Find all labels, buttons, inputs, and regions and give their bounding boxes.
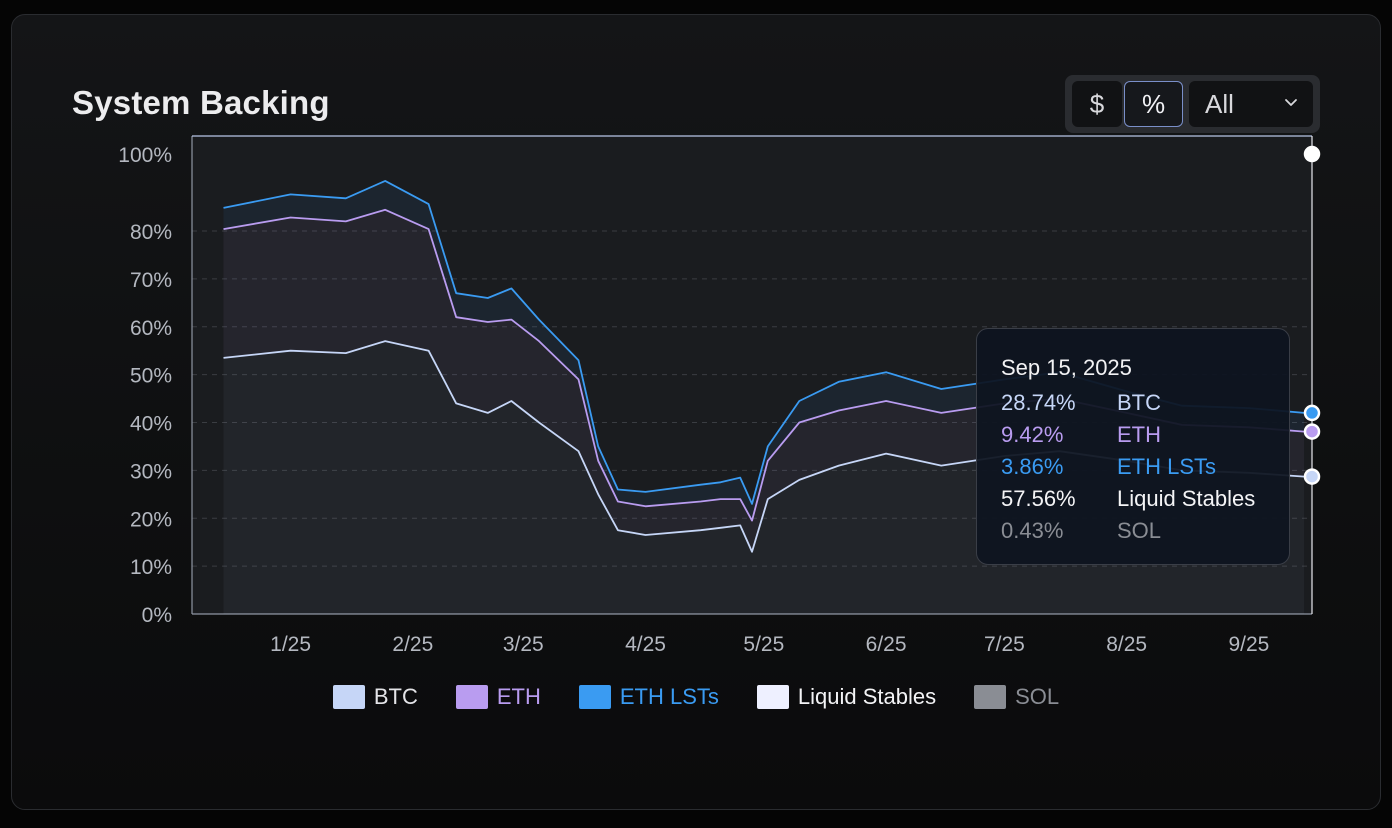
series-band-eth-lsts [223,180,1305,521]
legend-item[interactable]: ETH [455,684,541,710]
tooltip-value: 57.56% [1001,486,1076,511]
y-tick-label: 60% [130,317,172,340]
x-tick-label: 3/25 [503,633,544,656]
tooltip-value: 3.86% [1001,454,1064,479]
hover-marker-btc [1303,468,1321,485]
legend-label: SOL [1015,684,1060,709]
legend-swatch [578,685,611,709]
y-tick-label: 20% [130,508,172,531]
legend-swatch [974,685,1007,709]
legend-swatch [455,685,488,709]
range-select-value: All [1205,88,1234,119]
hover-marker-total [1303,145,1321,163]
y-tick-label: 40% [130,413,172,436]
tooltip-label: ETH [1117,422,1161,447]
chart-legend: BTC ETH ETH LSTs Liquid Stables SOL [0,684,1392,710]
x-tick-label: 8/25 [1106,633,1147,656]
legend-item[interactable]: SOL [974,684,1059,710]
legend-label: BTC [373,684,418,709]
tooltip-label: ETH LSTs [1117,454,1217,479]
y-tick-label: 70% [130,269,172,292]
chevron-down-icon [1285,99,1297,106]
tooltip-row: 3.86% ETH LSTs [1001,451,1289,483]
chart-title: System Backing [72,84,330,121]
x-tick-label: 2/25 [392,633,433,656]
tooltip-label: SOL [1117,518,1162,543]
tooltip-date: Sep 15, 2025 [1001,355,1132,380]
x-tick-label: 7/25 [984,633,1025,656]
x-tick-label: 5/25 [743,633,784,656]
range-select[interactable]: All [1189,81,1313,127]
tooltip-label: Liquid Stables [1117,486,1256,511]
x-tick-label: 9/25 [1228,633,1269,656]
x-tick-label: 6/25 [866,633,907,656]
tooltip-row: 0.43% SOL [1001,515,1289,547]
hover-marker-eth [1303,423,1321,440]
legend-swatch [756,685,789,709]
chart-tooltip: Sep 15, 2025 28.74% BTC 9.42% ETH 3.86% ETH L… [976,328,1290,565]
dollar-toggle-button[interactable]: $ [1072,81,1122,127]
tooltip-value: 0.43% [1001,518,1064,543]
unit-toggle-group: $ % All [1065,75,1320,133]
tooltip-value: 28.74% [1001,390,1076,415]
legend-label: Liquid Stables [797,684,937,709]
x-tick-label: 4/25 [625,633,666,656]
legend-item[interactable]: Liquid Stables [756,684,937,710]
legend-swatch [332,685,365,709]
series-band-eth [223,209,1305,552]
y-tick-label: 80% [130,221,172,244]
legend-item[interactable]: ETH LSTs [578,684,719,710]
legend-item[interactable]: BTC [332,684,418,710]
y-tick-label: 50% [130,365,172,388]
x-tick-label: 1/25 [270,633,311,656]
tooltip-value: 9.42% [1001,422,1064,447]
tooltip-row: 28.74% BTC [1001,387,1289,419]
percent-toggle-button[interactable]: % [1124,81,1183,127]
legend-label: ETH LSTs [619,684,719,709]
legend-label: ETH [496,684,541,709]
y-tick-label: 30% [130,460,172,483]
tooltip-label: BTC [1117,390,1161,415]
tooltip-row: 57.56% Liquid Stables [1001,483,1289,515]
y-tick-label: 10% [130,556,172,579]
y-tick-label: 0% [142,604,172,627]
hover-marker-eth-lsts [1303,404,1321,422]
tooltip-row: 9.42% ETH [1001,419,1289,451]
y-tick-label: 100% [118,144,172,167]
